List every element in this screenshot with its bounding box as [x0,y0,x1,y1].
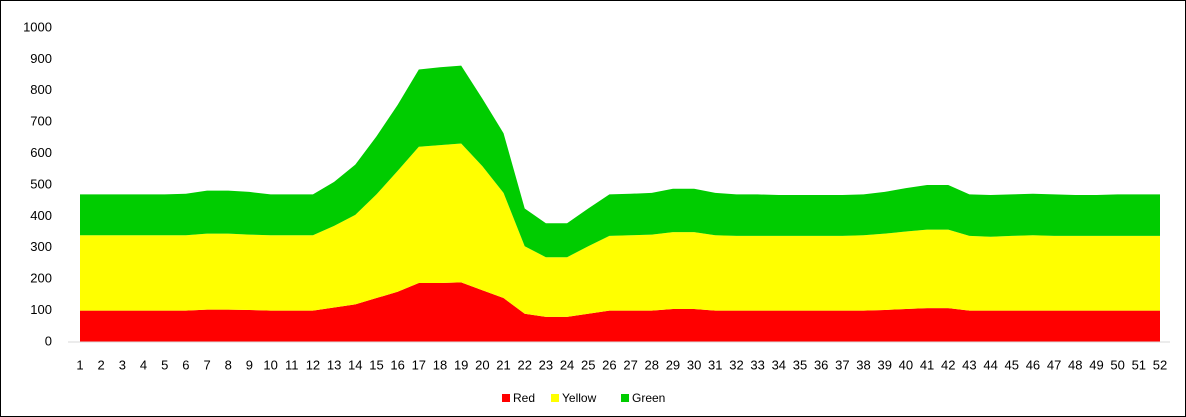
x-tick-label: 42 [941,357,955,372]
x-tick-label: 10 [263,357,277,372]
x-tick-label: 40 [899,357,913,372]
area [80,65,1160,258]
x-tick-label: 27 [623,357,637,372]
legend-label: Red [513,391,535,405]
x-tick-label: 7 [203,357,210,372]
x-tick-label: 16 [390,357,404,372]
legend-swatch [551,394,559,402]
x-tick-label: 15 [369,357,383,372]
x-tick-label: 31 [708,357,722,372]
x-tick-label: 18 [433,357,447,372]
y-tick-label: 0 [45,333,52,348]
x-tick-label: 20 [475,357,489,372]
x-tick-label: 32 [729,357,743,372]
legend-label: Green [632,391,665,405]
x-tick-label: 51 [1132,357,1146,372]
x-tick-label: 49 [1089,357,1103,372]
x-tick-label: 28 [645,357,659,372]
area [80,143,1160,317]
x-tick-label: 34 [772,357,786,372]
x-tick-label: 39 [877,357,891,372]
legend-swatch [621,394,629,402]
x-tick-label: 14 [348,357,362,372]
x-tick-label: 2 [98,357,105,372]
x-tick-label: 24 [560,357,574,372]
x-tick-label: 3 [119,357,126,372]
y-tick-label: 700 [30,114,52,129]
x-tick-label: 44 [983,357,997,372]
x-tick-label: 23 [539,357,553,372]
x-tick-label: 21 [496,357,510,372]
x-tick-label: 46 [1026,357,1040,372]
legend-label: Yellow [562,391,597,405]
x-tick-label: 43 [962,357,976,372]
x-tick-label: 47 [1047,357,1061,372]
y-tick-label: 1000 [23,19,52,34]
x-tick-label: 8 [225,357,232,372]
y-tick-label: 300 [30,239,52,254]
x-tick-label: 13 [327,357,341,372]
x-tick-label: 33 [750,357,764,372]
x-tick-label: 45 [1005,357,1019,372]
x-tick-label: 6 [182,357,189,372]
x-tick-label: 36 [814,357,828,372]
x-tick-label: 48 [1068,357,1082,372]
legend-swatch [502,394,510,402]
x-tick-label: 52 [1153,357,1167,372]
x-tick-label: 17 [412,357,426,372]
x-tick-label: 22 [517,357,531,372]
y-tick-label: 200 [30,271,52,286]
area [80,282,1160,342]
y-tick-label: 400 [30,208,52,223]
legend: Red Yellow Green [502,391,665,405]
y-tick-label: 600 [30,145,52,160]
x-tick-label: 12 [306,357,320,372]
x-tick-label: 38 [856,357,870,372]
x-tick-label: 41 [920,357,934,372]
x-tick-label: 37 [835,357,849,372]
x-tick-label: 30 [687,357,701,372]
x-tick-label: 19 [454,357,468,372]
y-tick-label: 800 [30,82,52,97]
y-tick-label: 500 [30,176,52,191]
x-tick-label: 26 [602,357,616,372]
x-tick-label: 50 [1110,357,1124,372]
x-tick-label: 29 [666,357,680,372]
y-tick-label: 900 [30,51,52,66]
x-tick-label: 9 [246,357,253,372]
x-tick-label: 25 [581,357,595,372]
x-tick-label: 35 [793,357,807,372]
x-tick-label: 1 [76,357,83,372]
x-tick-label: 5 [161,357,168,372]
y-tick-label: 100 [30,302,52,317]
x-tick-label: 4 [140,357,147,372]
x-tick-label: 11 [285,357,299,372]
